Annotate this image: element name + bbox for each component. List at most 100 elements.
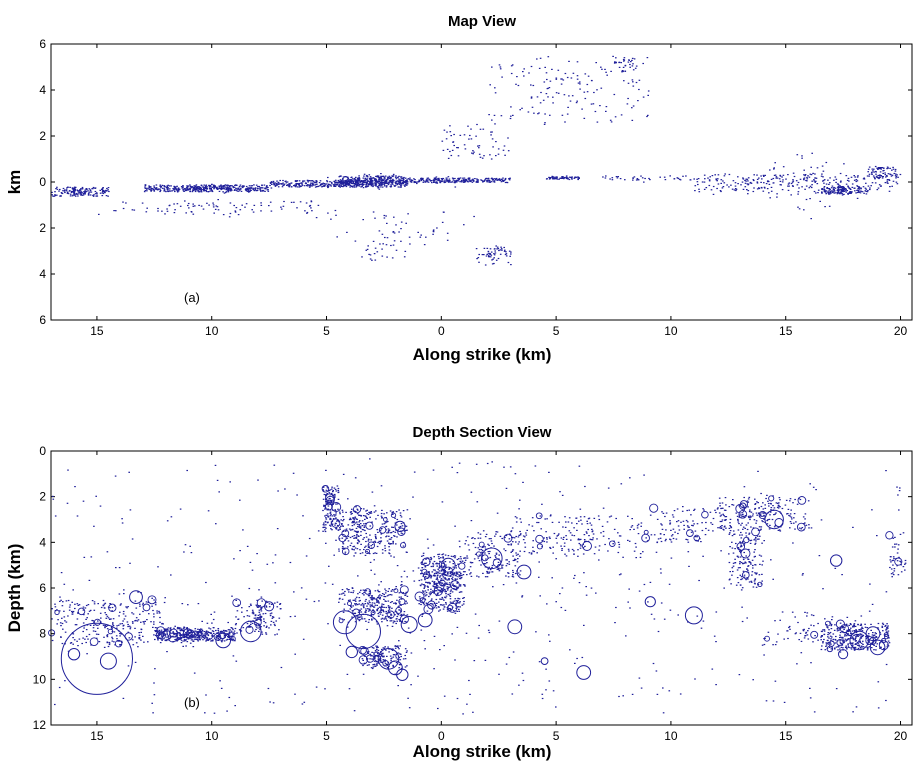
depth-section-event-point xyxy=(325,517,327,519)
map-view-event-point xyxy=(453,133,455,136)
depth-section-event-point xyxy=(363,594,365,596)
map-view-event-point xyxy=(559,177,561,179)
map-view-event-point xyxy=(228,216,231,218)
map-view-event-point xyxy=(222,187,225,189)
map-view-event-point xyxy=(163,185,165,187)
depth-section-event-point xyxy=(381,653,383,655)
map-view-event-point xyxy=(372,185,374,188)
depth-section-event-point xyxy=(54,603,56,605)
map-view-event-point xyxy=(497,257,500,260)
depth-section-event-point xyxy=(351,528,354,530)
depth-section-event-point xyxy=(396,536,398,538)
map-view-event-point xyxy=(643,181,645,183)
depth-section-event-point xyxy=(323,522,325,524)
map-view-event-point xyxy=(174,186,176,188)
map-view-event-point xyxy=(247,187,250,189)
map-view-event-point xyxy=(801,157,803,159)
map-view-event-point xyxy=(530,65,533,68)
map-view-event-point xyxy=(101,188,103,190)
map-view-event-point xyxy=(837,186,840,188)
map-view-event-point xyxy=(286,181,289,183)
depth-section-event-point xyxy=(153,599,155,601)
map-view-event-point xyxy=(306,180,309,182)
map-view-event-point xyxy=(365,186,367,188)
depth-section-event-point xyxy=(74,603,76,605)
depth-section-event-point xyxy=(472,537,474,539)
map-view-event-point xyxy=(176,190,179,192)
map-view-event-point xyxy=(374,182,376,184)
map-view-event-point xyxy=(66,191,69,193)
depth-section-event-point xyxy=(517,553,519,555)
map-view-event-point xyxy=(343,181,346,183)
map-view-event-point xyxy=(510,72,513,75)
map-view-event-point xyxy=(400,176,402,178)
map-view-event-point xyxy=(200,189,202,191)
map-view-event-point xyxy=(746,189,748,191)
map-view-event-point xyxy=(883,169,885,172)
map-view-event-point xyxy=(753,179,755,182)
map-view-event-point xyxy=(399,186,401,188)
depth-section-event-point xyxy=(196,631,199,633)
depth-section-event-point xyxy=(376,600,378,602)
depth-section-event-point xyxy=(358,597,361,599)
depth-section-event-point xyxy=(437,579,439,581)
depth-section-event-point xyxy=(111,638,114,640)
map-view-event-point xyxy=(380,184,382,186)
depth-section-event-point xyxy=(95,633,98,635)
depth-section-event-point xyxy=(230,638,233,640)
map-view-event-point xyxy=(400,221,403,223)
map-view-event-point xyxy=(478,145,481,147)
depth-section-event-point xyxy=(338,550,340,552)
depth-section-event-point xyxy=(98,641,101,643)
map-view-event-point xyxy=(848,180,850,182)
map-view-event-point xyxy=(637,179,640,181)
depth-section-event-point xyxy=(331,529,333,531)
map-view-event-point xyxy=(479,156,482,158)
depth-section-event-point xyxy=(435,572,438,575)
depth-section-event-point xyxy=(78,638,81,640)
map-view-event-point xyxy=(283,183,286,185)
map-view-event-point xyxy=(787,189,790,191)
depth-section-event-point xyxy=(341,589,344,591)
map-view-event-point xyxy=(379,177,382,179)
map-view-event-point xyxy=(353,183,356,185)
map-view-event-point xyxy=(224,191,227,194)
depth-section-event-point xyxy=(60,625,62,627)
depth-section-event-point xyxy=(452,556,455,558)
depth-section-event-point xyxy=(452,574,455,576)
depth-section-event-point xyxy=(227,636,229,638)
map-view-event-point xyxy=(446,177,448,179)
map-view-event-point xyxy=(269,184,271,187)
depth-section-event-point xyxy=(375,518,377,520)
map-view-event-point xyxy=(323,185,326,187)
map-view-event-point xyxy=(344,182,346,184)
depth-section-event-point xyxy=(236,610,239,612)
map-view-event-point xyxy=(208,187,211,189)
depth-section-event-point xyxy=(72,633,75,635)
depth-section-event-point xyxy=(464,543,466,545)
depth-section-event-point xyxy=(565,535,567,537)
map-view-event-point xyxy=(694,190,696,192)
depth-section-event-point xyxy=(442,553,445,555)
depth-section-event-point xyxy=(356,548,359,550)
depth-section-event-point xyxy=(373,655,375,657)
map-view-event-point xyxy=(81,194,84,196)
depth-section-event-point xyxy=(140,631,142,633)
depth-section-event-point xyxy=(357,509,359,511)
depth-section-event-point xyxy=(329,525,332,527)
map-view-event-point xyxy=(403,181,405,183)
map-view-event-point xyxy=(896,174,898,176)
map-view-event-point xyxy=(377,186,380,189)
map-view-event-point xyxy=(333,185,335,187)
map-view-event-point xyxy=(734,185,737,187)
depth-section-event-point xyxy=(331,494,334,496)
map-view-event-point xyxy=(335,182,337,184)
depth-section-event-point xyxy=(251,609,254,611)
depth-section-event-point xyxy=(339,597,341,599)
map-view-event-point xyxy=(576,100,578,102)
depth-section-event-point xyxy=(370,667,373,669)
depth-section-event-point xyxy=(263,618,265,620)
depth-section-event-point xyxy=(430,593,432,595)
map-view-event-point xyxy=(855,179,858,181)
map-view-event-point xyxy=(555,77,558,79)
